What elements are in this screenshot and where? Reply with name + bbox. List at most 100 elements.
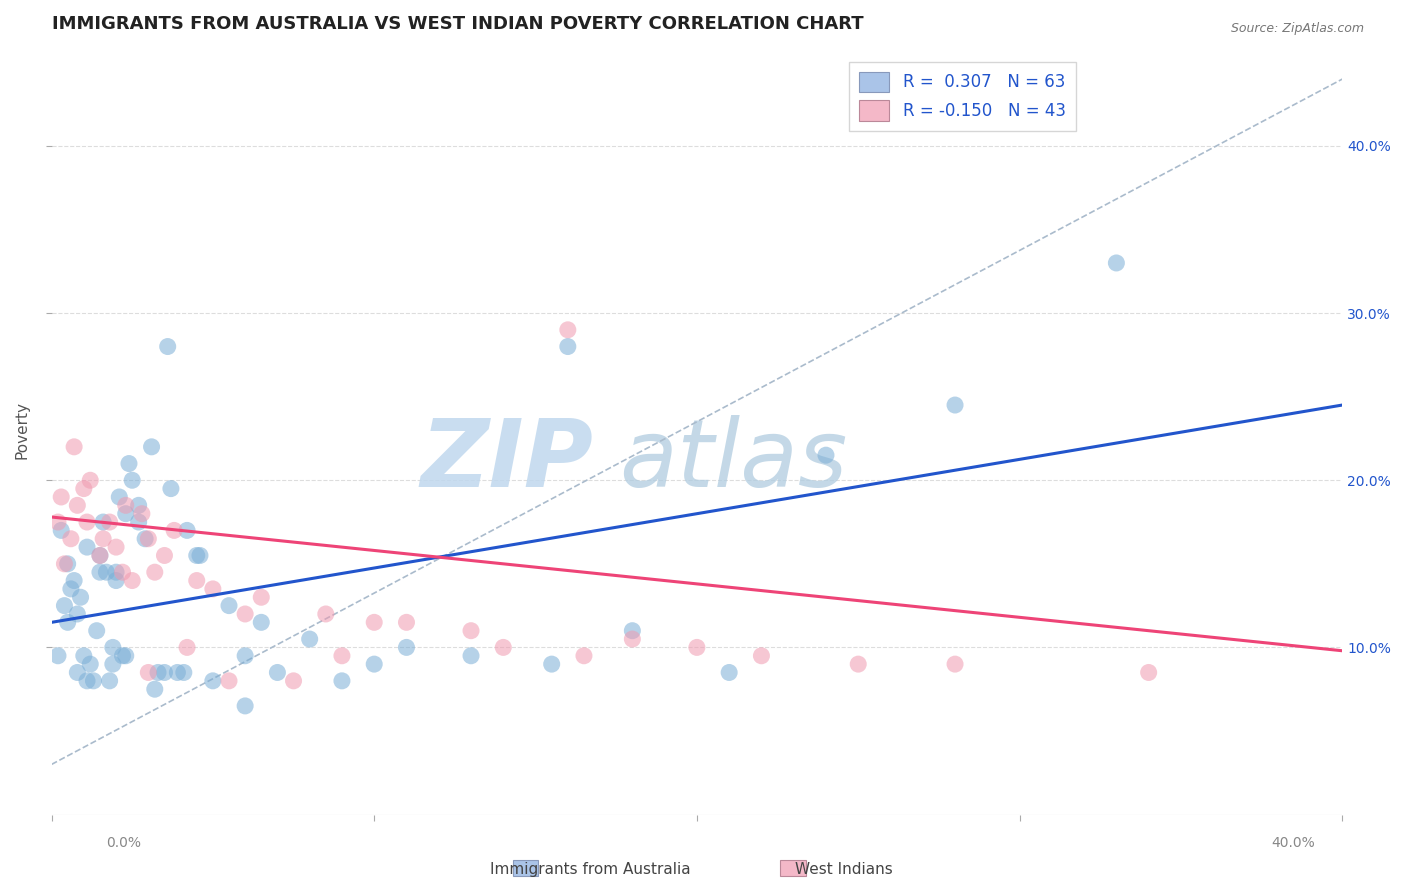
Point — [395, 615, 418, 630]
Text: atlas: atlas — [620, 416, 848, 507]
Point — [76, 515, 98, 529]
Point — [114, 499, 136, 513]
Point — [621, 624, 644, 638]
Point — [89, 549, 111, 563]
Point — [492, 640, 515, 655]
Point — [166, 665, 188, 680]
Point — [233, 648, 256, 663]
Point — [943, 657, 966, 672]
Point — [136, 665, 159, 680]
Bar — [513, 860, 538, 876]
Point — [51, 524, 73, 538]
Point — [66, 665, 89, 680]
Point — [111, 565, 134, 579]
Point — [846, 657, 869, 672]
Point — [163, 524, 186, 538]
Point — [63, 440, 86, 454]
Point — [751, 648, 773, 663]
Point — [250, 615, 273, 630]
Point — [114, 507, 136, 521]
Point — [201, 582, 224, 596]
Point — [89, 565, 111, 579]
Point — [46, 648, 69, 663]
Point — [128, 499, 150, 513]
Point — [153, 549, 176, 563]
Point — [218, 673, 240, 688]
Point — [89, 549, 111, 563]
Point — [160, 482, 183, 496]
Point — [315, 607, 337, 621]
Point — [266, 665, 288, 680]
Legend: R =  0.307   N = 63, R = -0.150   N = 43: R = 0.307 N = 63, R = -0.150 N = 43 — [849, 62, 1076, 131]
Point — [141, 440, 163, 454]
Text: ZIP: ZIP — [420, 415, 593, 507]
Point — [363, 615, 385, 630]
Point — [69, 591, 91, 605]
Text: Source: ZipAtlas.com: Source: ZipAtlas.com — [1230, 22, 1364, 36]
Point — [63, 574, 86, 588]
Point — [156, 339, 179, 353]
Point — [134, 532, 156, 546]
Point — [173, 665, 195, 680]
Point — [176, 524, 198, 538]
Point — [98, 673, 121, 688]
Point — [186, 574, 208, 588]
Point — [76, 540, 98, 554]
Point — [128, 515, 150, 529]
Point — [46, 515, 69, 529]
Point — [59, 532, 82, 546]
Point — [114, 648, 136, 663]
Point — [73, 648, 96, 663]
Point — [136, 532, 159, 546]
Point — [91, 532, 114, 546]
Point — [283, 673, 305, 688]
Point — [82, 673, 104, 688]
Point — [572, 648, 595, 663]
Text: Immigrants from Australia: Immigrants from Australia — [491, 863, 690, 877]
Point — [105, 574, 128, 588]
Point — [557, 323, 579, 337]
Point — [233, 698, 256, 713]
Point — [111, 648, 134, 663]
Point — [718, 665, 741, 680]
Point — [96, 565, 118, 579]
Point — [56, 557, 79, 571]
Point — [146, 665, 169, 680]
Point — [66, 499, 89, 513]
Point — [105, 565, 128, 579]
Point — [131, 507, 153, 521]
Point — [86, 624, 108, 638]
Point — [98, 515, 121, 529]
Text: 0.0%: 0.0% — [107, 836, 141, 850]
Point — [56, 615, 79, 630]
Point — [621, 632, 644, 646]
Point — [105, 540, 128, 554]
Point — [250, 591, 273, 605]
Bar — [780, 860, 806, 876]
Point — [91, 515, 114, 529]
Point — [330, 648, 353, 663]
Point — [540, 657, 562, 672]
Point — [76, 673, 98, 688]
Point — [1137, 665, 1160, 680]
Point — [176, 640, 198, 655]
Text: West Indians: West Indians — [794, 863, 893, 877]
Point — [53, 599, 76, 613]
Point — [143, 565, 166, 579]
Point — [188, 549, 211, 563]
Point — [460, 624, 482, 638]
Point — [101, 640, 124, 655]
Point — [101, 657, 124, 672]
Point — [153, 665, 176, 680]
Point — [557, 339, 579, 353]
Point — [460, 648, 482, 663]
Y-axis label: Poverty: Poverty — [15, 401, 30, 459]
Point — [143, 682, 166, 697]
Point — [201, 673, 224, 688]
Text: 40.0%: 40.0% — [1271, 836, 1316, 850]
Text: IMMIGRANTS FROM AUSTRALIA VS WEST INDIAN POVERTY CORRELATION CHART: IMMIGRANTS FROM AUSTRALIA VS WEST INDIAN… — [52, 15, 863, 33]
Point — [79, 657, 101, 672]
Point — [79, 473, 101, 487]
Point — [186, 549, 208, 563]
Point — [686, 640, 709, 655]
